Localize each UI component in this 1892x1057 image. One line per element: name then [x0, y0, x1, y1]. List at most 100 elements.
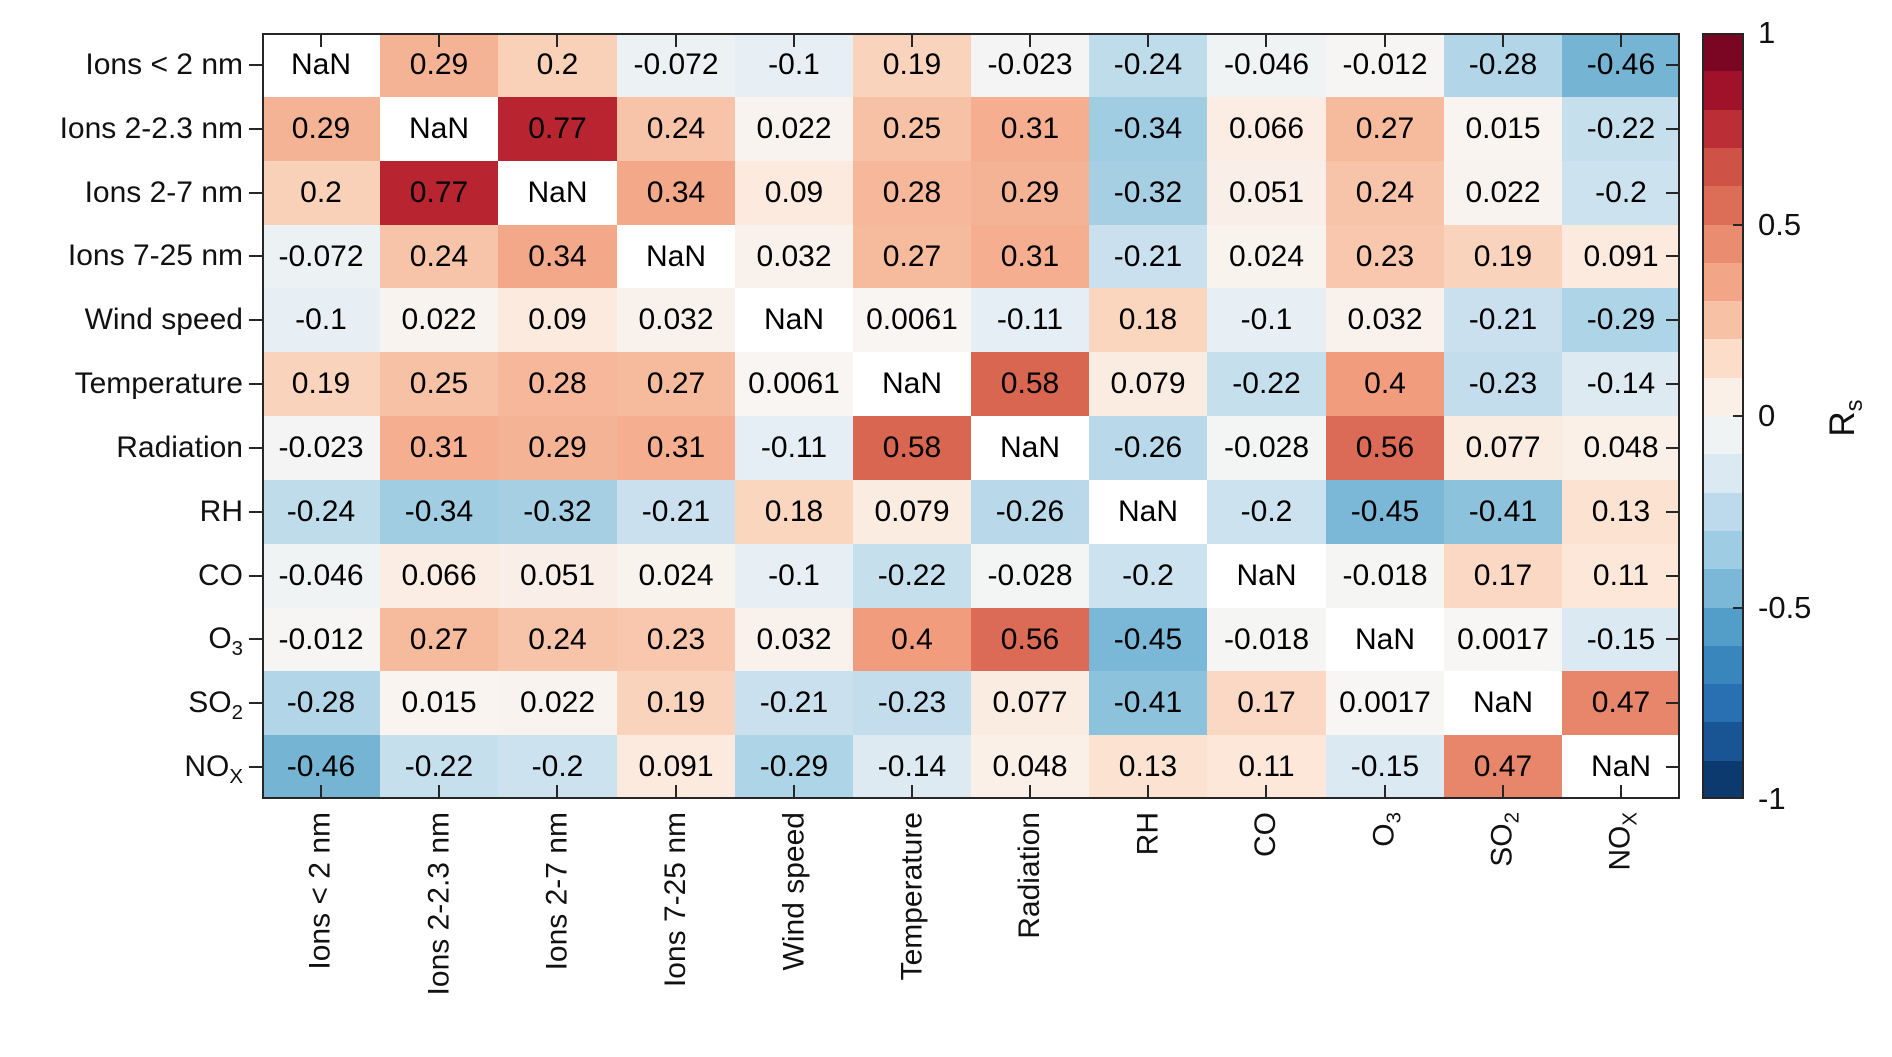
colorbar-step — [1702, 684, 1744, 722]
column-label: RH — [1131, 812, 1165, 855]
heatmap-cell: -0.028 — [971, 544, 1089, 608]
heatmap-cell: 0.27 — [617, 352, 735, 416]
heatmap-cell: -0.11 — [971, 288, 1089, 352]
label-text: Wind speed — [84, 303, 243, 336]
heatmap-cell: 0.24 — [380, 225, 498, 288]
colorbar-step — [1702, 531, 1744, 569]
colorbar-step — [1702, 454, 1744, 493]
row-label: Ions < 2 nm — [85, 48, 243, 82]
axis-tick — [1620, 785, 1622, 799]
axis-tick — [1265, 785, 1267, 799]
heatmap-cell: 0.0061 — [853, 288, 971, 352]
colorbar-step — [1702, 646, 1744, 684]
label-text: NO — [184, 750, 230, 783]
heatmap-cell: 0.19 — [617, 671, 735, 735]
heatmap-cell: 0.56 — [1326, 416, 1444, 480]
heatmap-cell: -0.018 — [1326, 544, 1444, 608]
heatmap-cell: 0.051 — [1207, 161, 1326, 225]
label-text: Ions 2-7 nm — [540, 812, 573, 971]
colorbar-step — [1702, 722, 1744, 761]
heatmap-cell: -0.2 — [1207, 480, 1326, 544]
heatmap-cell: -0.2 — [1089, 544, 1207, 608]
colorbar-step — [1702, 378, 1744, 416]
heatmap-cell: NaN — [1444, 671, 1562, 735]
colorbar-step — [1702, 416, 1744, 454]
heatmap-cell: 0.19 — [262, 352, 380, 416]
row-label: Wind speed — [85, 303, 243, 337]
column-label: Wind speed — [777, 812, 811, 970]
row-label: CO — [198, 559, 243, 593]
label-text: RH — [1131, 812, 1164, 856]
row-label: O3 — [208, 622, 243, 659]
label-text: Wind speed — [777, 812, 810, 971]
heatmap-cell: -0.32 — [498, 480, 617, 544]
colorbar-step — [1702, 339, 1744, 378]
heatmap-cell: NaN — [617, 225, 735, 288]
label-text: NO — [1604, 825, 1637, 871]
axis-tick — [320, 785, 322, 799]
column-label: Ions 2-2.3 nm — [422, 812, 456, 995]
colorbar-step — [1702, 110, 1744, 148]
label-text: O — [208, 622, 232, 655]
label-text: CO — [1249, 812, 1282, 857]
axis-tick — [1666, 128, 1680, 130]
colorbar-step — [1702, 263, 1744, 301]
heatmap-cell: 0.4 — [1326, 352, 1444, 416]
label-subscript: X — [1620, 812, 1642, 826]
axis-tick — [249, 255, 262, 257]
axis-tick — [1666, 383, 1680, 385]
heatmap-cell: 0.29 — [498, 416, 617, 480]
heatmap-cell: 0.11 — [1562, 544, 1680, 608]
colorbar-tick-label: -1 — [1758, 781, 1786, 816]
axis-tick — [1384, 33, 1386, 47]
heatmap-cell: 0.31 — [617, 416, 735, 480]
heatmap-cell: -0.028 — [1207, 416, 1326, 480]
heatmap-cell: 0.25 — [853, 97, 971, 161]
colorbar-step — [1702, 493, 1744, 531]
axis-tick — [1265, 33, 1267, 47]
heatmap-cell: -0.23 — [853, 671, 971, 735]
column-label: CO — [1249, 812, 1283, 857]
label-text: Radiation — [1013, 812, 1046, 939]
heatmap-cell: 0.022 — [498, 671, 617, 735]
colorbar-step — [1702, 71, 1744, 110]
heatmap-cell: 0.0017 — [1326, 671, 1444, 735]
axis-tick — [249, 64, 262, 66]
heatmap-cell: 0.032 — [735, 608, 853, 671]
heatmap-cell: -0.29 — [1562, 288, 1680, 352]
column-label: O3 — [1368, 812, 1406, 847]
heatmap-cell: 0.015 — [380, 671, 498, 735]
heatmap-cell: -0.21 — [735, 671, 853, 735]
axis-tick — [1029, 785, 1031, 799]
heatmap-cell: -0.21 — [617, 480, 735, 544]
heatmap-cell: -0.26 — [1089, 416, 1207, 480]
heatmap-cell: NaN — [1326, 608, 1444, 671]
colorbar-tick — [1733, 224, 1744, 226]
heatmap-cell: 0.0061 — [735, 352, 853, 416]
heatmap-cell: -0.15 — [1562, 608, 1680, 671]
axis-tick — [1666, 255, 1680, 257]
heatmap-cell: -0.018 — [1207, 608, 1326, 671]
heatmap-cell: 0.066 — [380, 544, 498, 608]
label-text: Ions < 2 nm — [85, 48, 243, 81]
heatmap-cell: 0.28 — [498, 352, 617, 416]
axis-tick — [249, 638, 262, 640]
heatmap-cell: -0.15 — [1326, 735, 1444, 799]
axis-tick — [911, 785, 913, 799]
heatmap-cell: 0.34 — [498, 225, 617, 288]
colorbar-axis-label-sub: s — [1841, 399, 1868, 412]
axis-tick — [1666, 638, 1680, 640]
heatmap-cell: -0.34 — [1089, 97, 1207, 161]
row-label: Ions 2-7 nm — [85, 176, 243, 210]
heatmap-cell: 0.19 — [1444, 225, 1562, 288]
row-label: SO2 — [188, 686, 243, 723]
colorbar-step — [1702, 225, 1744, 263]
axis-tick — [1029, 33, 1031, 47]
heatmap-cell: 0.032 — [617, 288, 735, 352]
column-label: Ions 2-7 nm — [540, 812, 574, 970]
heatmap-cell: -0.2 — [1562, 161, 1680, 225]
heatmap-cell: NaN — [380, 97, 498, 161]
heatmap-cell: 0.024 — [1207, 225, 1326, 288]
heatmap-cell: 0.022 — [380, 288, 498, 352]
